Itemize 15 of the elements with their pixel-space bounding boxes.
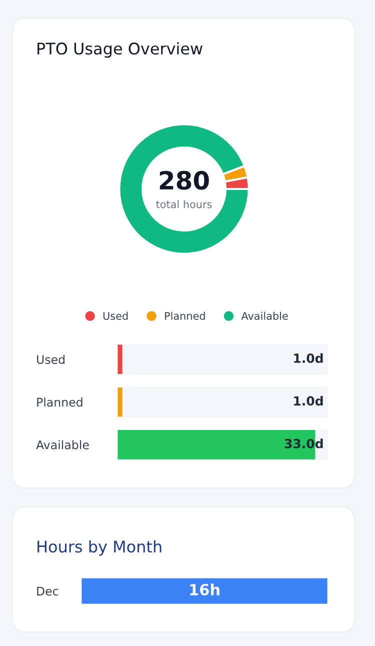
data-label: 1.0d	[294, 396, 323, 406]
y-tick-label: Planned	[37, 398, 82, 407]
text: total hours	[156, 200, 212, 208]
y-tick-label: Used	[37, 354, 64, 364]
data-label: 16h	[190, 584, 220, 596]
chart-title: Hours by Month	[38, 540, 162, 556]
y-tick-label: Available	[36, 440, 89, 450]
legend-label: Available	[241, 312, 288, 320]
data-label: 1.0d	[294, 353, 323, 363]
y-tick-label: Dec	[37, 586, 58, 596]
donut-slice	[118, 123, 250, 255]
chart-title: PTO Usage Overview	[38, 42, 202, 58]
legend-label: Planned	[165, 312, 205, 320]
legend-label: Used	[103, 312, 128, 320]
text: 280	[160, 170, 209, 190]
